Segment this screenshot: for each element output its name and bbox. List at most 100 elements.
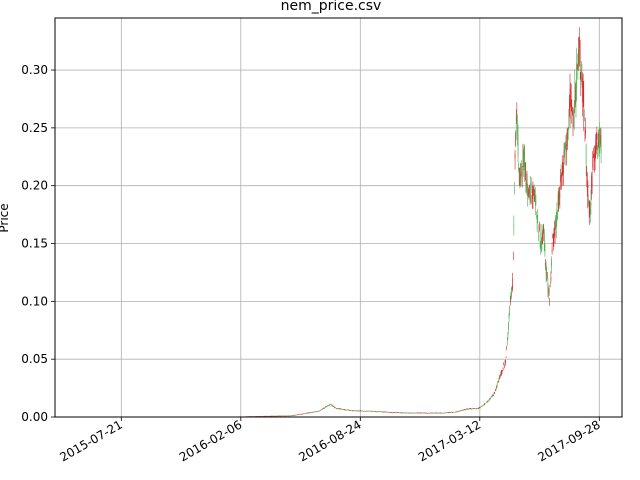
candle-body <box>511 286 513 289</box>
candle-body <box>311 412 313 414</box>
candle-body <box>333 405 334 407</box>
candle-body <box>306 412 308 414</box>
candle-body <box>354 410 355 412</box>
candle-body <box>575 89 576 104</box>
candle-body <box>400 412 401 414</box>
candle-body <box>561 174 562 186</box>
candle-body <box>339 408 340 410</box>
candle-body <box>599 129 601 145</box>
candle-body <box>312 412 314 413</box>
candle-body <box>362 411 364 412</box>
candle-body <box>441 412 442 414</box>
candle-body <box>570 95 571 98</box>
candle-body <box>352 410 353 412</box>
candle-body <box>376 411 378 412</box>
candle-body <box>454 411 456 413</box>
candle-body <box>334 407 335 408</box>
candle-body <box>547 282 549 292</box>
candle-body <box>597 142 599 151</box>
candle-body <box>273 415 275 417</box>
candle-body <box>558 189 560 203</box>
candle-body <box>503 364 505 367</box>
candle-body <box>422 412 424 414</box>
candle-body <box>324 408 325 409</box>
candle-body <box>405 412 407 414</box>
candle-body <box>300 413 302 415</box>
candle-body <box>471 408 473 410</box>
candle-body <box>521 163 522 165</box>
candle-body <box>457 411 458 412</box>
candle-body <box>577 55 579 79</box>
candle-body <box>302 413 304 415</box>
x-axis: 2015-07-21 2016-02-06 2016-08-24 2017-03-12… <box>57 417 603 464</box>
candle-body <box>377 411 379 412</box>
candle-body <box>333 406 335 407</box>
candle-body <box>305 413 307 414</box>
candle-body <box>377 411 378 413</box>
y-tick-label: 0.20 <box>21 179 48 193</box>
candle-body <box>598 132 599 136</box>
candle-body <box>382 411 383 413</box>
candle-body <box>560 174 562 176</box>
candle-body <box>325 406 327 408</box>
candle-body <box>409 412 410 414</box>
candle-body <box>510 292 512 300</box>
candle-body <box>585 145 587 165</box>
candle-body <box>420 412 421 414</box>
candle-body <box>374 411 376 412</box>
candle-body <box>579 49 581 67</box>
candle-body <box>397 412 398 414</box>
candle-body <box>399 412 401 414</box>
candle-body <box>383 411 385 413</box>
candle-body <box>365 410 366 412</box>
candle-body <box>278 415 280 417</box>
candle-body <box>585 129 586 135</box>
candle-body <box>493 392 495 394</box>
candle-body <box>426 413 428 414</box>
candle-body <box>560 175 561 183</box>
candle-body <box>456 411 458 413</box>
candle-body <box>575 84 577 103</box>
candle-body <box>265 415 266 417</box>
candle-body <box>359 410 361 412</box>
candle-body <box>284 415 285 417</box>
candle-body <box>286 415 288 417</box>
candle-body <box>561 166 563 174</box>
candle-body <box>386 411 387 413</box>
candle-body <box>290 415 291 417</box>
candle-body <box>382 411 384 413</box>
candle-body <box>446 412 447 414</box>
candle-body <box>570 94 572 109</box>
candle-body <box>276 415 278 417</box>
candle-body <box>385 411 386 413</box>
candle-body <box>439 412 441 414</box>
candle-body <box>299 414 301 415</box>
candle-body <box>434 413 435 414</box>
candle-body <box>266 415 267 417</box>
candle-body <box>352 410 354 412</box>
candle-body <box>424 412 426 414</box>
candle-body <box>458 411 460 412</box>
candle-body <box>275 415 277 417</box>
candle-body <box>428 412 429 414</box>
candle-body <box>527 192 529 196</box>
candle-body <box>519 178 521 186</box>
candle-body <box>325 406 326 408</box>
candle-body <box>394 412 395 413</box>
candle-body <box>372 410 374 412</box>
candle-body <box>435 412 436 414</box>
candle-body <box>398 412 400 414</box>
candle-body <box>462 410 464 411</box>
candle-body <box>415 412 417 414</box>
candle-body <box>264 415 266 417</box>
candle-body <box>490 397 491 399</box>
candle-body <box>340 409 342 410</box>
candle-body <box>468 408 470 410</box>
candle-body <box>464 409 466 410</box>
candle-body <box>443 412 445 414</box>
candle-body <box>463 409 464 411</box>
candle-body <box>263 415 264 417</box>
candle-body <box>358 410 360 412</box>
candle-body <box>319 410 321 411</box>
